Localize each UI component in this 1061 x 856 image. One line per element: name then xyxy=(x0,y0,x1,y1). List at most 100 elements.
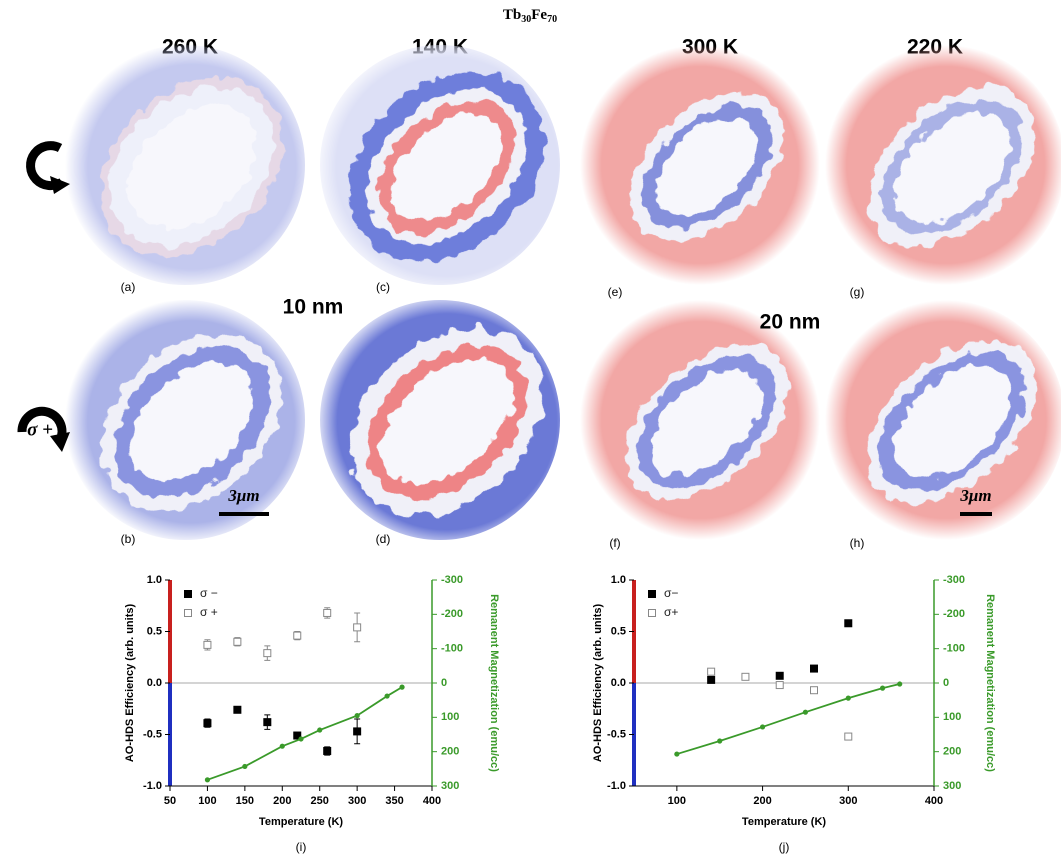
title-part: Tb xyxy=(503,7,521,23)
y2-tick-label: 300 xyxy=(441,780,459,792)
magnetization-point xyxy=(879,685,886,691)
panel-label: (b) xyxy=(121,532,136,546)
panel-label: (g) xyxy=(850,285,865,299)
marker xyxy=(293,631,302,640)
image-panel xyxy=(580,300,820,540)
y2-tick-label: -300 xyxy=(441,574,463,586)
marker xyxy=(353,623,362,632)
figure-title: Tb30Fe70 xyxy=(503,7,557,25)
marker xyxy=(844,619,853,628)
magnetization-point xyxy=(384,693,390,699)
marker xyxy=(323,608,332,617)
domain-ring xyxy=(894,111,1010,222)
panel-label: (a) xyxy=(121,280,136,294)
marker xyxy=(775,681,784,690)
magnetization-point xyxy=(204,777,211,783)
scale-bar-label: 3μm xyxy=(227,486,259,505)
domain-pattern xyxy=(866,340,1038,504)
y2-axis-label: Remanent Magnetization (emu/cc) xyxy=(984,594,996,772)
arrow-head xyxy=(50,176,70,194)
x-tick-label: 50 xyxy=(164,795,176,807)
y-axis-label: AO-HDS Efficiency (arb. units) xyxy=(592,604,604,763)
panel-label: (e) xyxy=(608,285,623,299)
marker xyxy=(810,664,818,673)
magnetization-point xyxy=(674,751,680,757)
helicity-icon: σ + xyxy=(17,406,70,452)
magnetization-line xyxy=(676,683,900,755)
domain-ring xyxy=(130,362,254,481)
y2-tick-label: -300 xyxy=(943,574,965,586)
magnetization-point xyxy=(399,684,405,690)
magnetization-point xyxy=(298,736,304,742)
y-tick-label: -0.5 xyxy=(607,728,626,740)
x-tick-label: 100 xyxy=(198,795,216,807)
y-tick-label: 0.5 xyxy=(147,625,162,637)
x-tick-label: 200 xyxy=(273,795,291,807)
thickness-label: 10 nm xyxy=(283,296,344,319)
y-tick-label: 0.0 xyxy=(611,677,626,689)
magnetization-point xyxy=(279,743,285,749)
x-tick-label: 400 xyxy=(423,795,441,807)
chart: -1.0 -0.5 0.0 0.5 1.0 300 200 100 0 -100 -200 -300 5… xyxy=(124,574,500,854)
marker xyxy=(263,718,272,727)
y2-tick-label: 0 xyxy=(441,677,447,689)
magnetization-point xyxy=(845,695,851,701)
y2-tick-label: 0 xyxy=(943,677,949,689)
magnetization-point xyxy=(897,681,903,687)
marker xyxy=(707,675,716,684)
x-tick-label: 350 xyxy=(385,795,403,807)
image-panel xyxy=(65,45,305,285)
x-tick-label: 200 xyxy=(753,795,771,807)
caption: (i) xyxy=(296,840,307,854)
image-panel xyxy=(825,300,1061,540)
y2-tick-label: -100 xyxy=(943,643,965,655)
caption: (j) xyxy=(779,840,790,854)
legend-marker xyxy=(648,590,656,598)
marker xyxy=(203,640,212,649)
circular-arrow xyxy=(17,406,67,442)
legend-marker xyxy=(184,609,192,617)
y-tick-label: -1.0 xyxy=(143,780,162,792)
image-panel xyxy=(320,45,560,285)
title-part: 70 xyxy=(547,14,557,25)
y-tick-label: -0.5 xyxy=(143,728,162,740)
y2-tick-label: 200 xyxy=(441,746,459,758)
marker xyxy=(775,671,784,680)
panel-label: (f) xyxy=(609,536,620,550)
scale-bar-label: 3μm xyxy=(959,486,991,505)
domain-pattern xyxy=(100,78,284,256)
helicity-icon: σ − xyxy=(26,138,70,194)
helicity-label: σ − xyxy=(33,138,60,159)
domain-ring xyxy=(651,369,763,475)
legend-label: σ+ xyxy=(664,605,678,619)
legend-marker xyxy=(184,590,192,598)
magnetization-point xyxy=(354,713,360,719)
y2-tick-label: 300 xyxy=(943,780,961,792)
panel-label: (c) xyxy=(376,280,390,294)
image-panel xyxy=(825,45,1061,285)
domain-pattern xyxy=(625,344,789,500)
legend-marker xyxy=(648,609,656,617)
domain-ring xyxy=(127,104,257,229)
x-tick-label: 100 xyxy=(668,795,686,807)
y-tick-label: 1.0 xyxy=(147,574,162,586)
circular-arrow xyxy=(26,141,65,191)
panel-label: (h) xyxy=(850,536,865,550)
y-axis-label: AO-HDS Efficiency (arb. units) xyxy=(124,604,136,763)
magnetization-point xyxy=(717,738,723,744)
legend-label: σ + xyxy=(200,605,218,619)
domain-ring xyxy=(380,358,514,485)
helicity-label: σ + xyxy=(27,419,53,440)
thickness-label: 20 nm xyxy=(760,311,821,334)
y2-tick-label: 100 xyxy=(943,711,961,723)
x-axis-label: Temperature (K) xyxy=(259,816,343,828)
y2-tick-label: -100 xyxy=(441,643,463,655)
domain-ring xyxy=(391,113,503,221)
domain-pattern xyxy=(868,86,1036,247)
image-panel xyxy=(320,300,560,540)
legend-label: σ − xyxy=(200,586,218,600)
panel-label: (d) xyxy=(376,532,391,546)
domain-pattern xyxy=(101,334,283,510)
